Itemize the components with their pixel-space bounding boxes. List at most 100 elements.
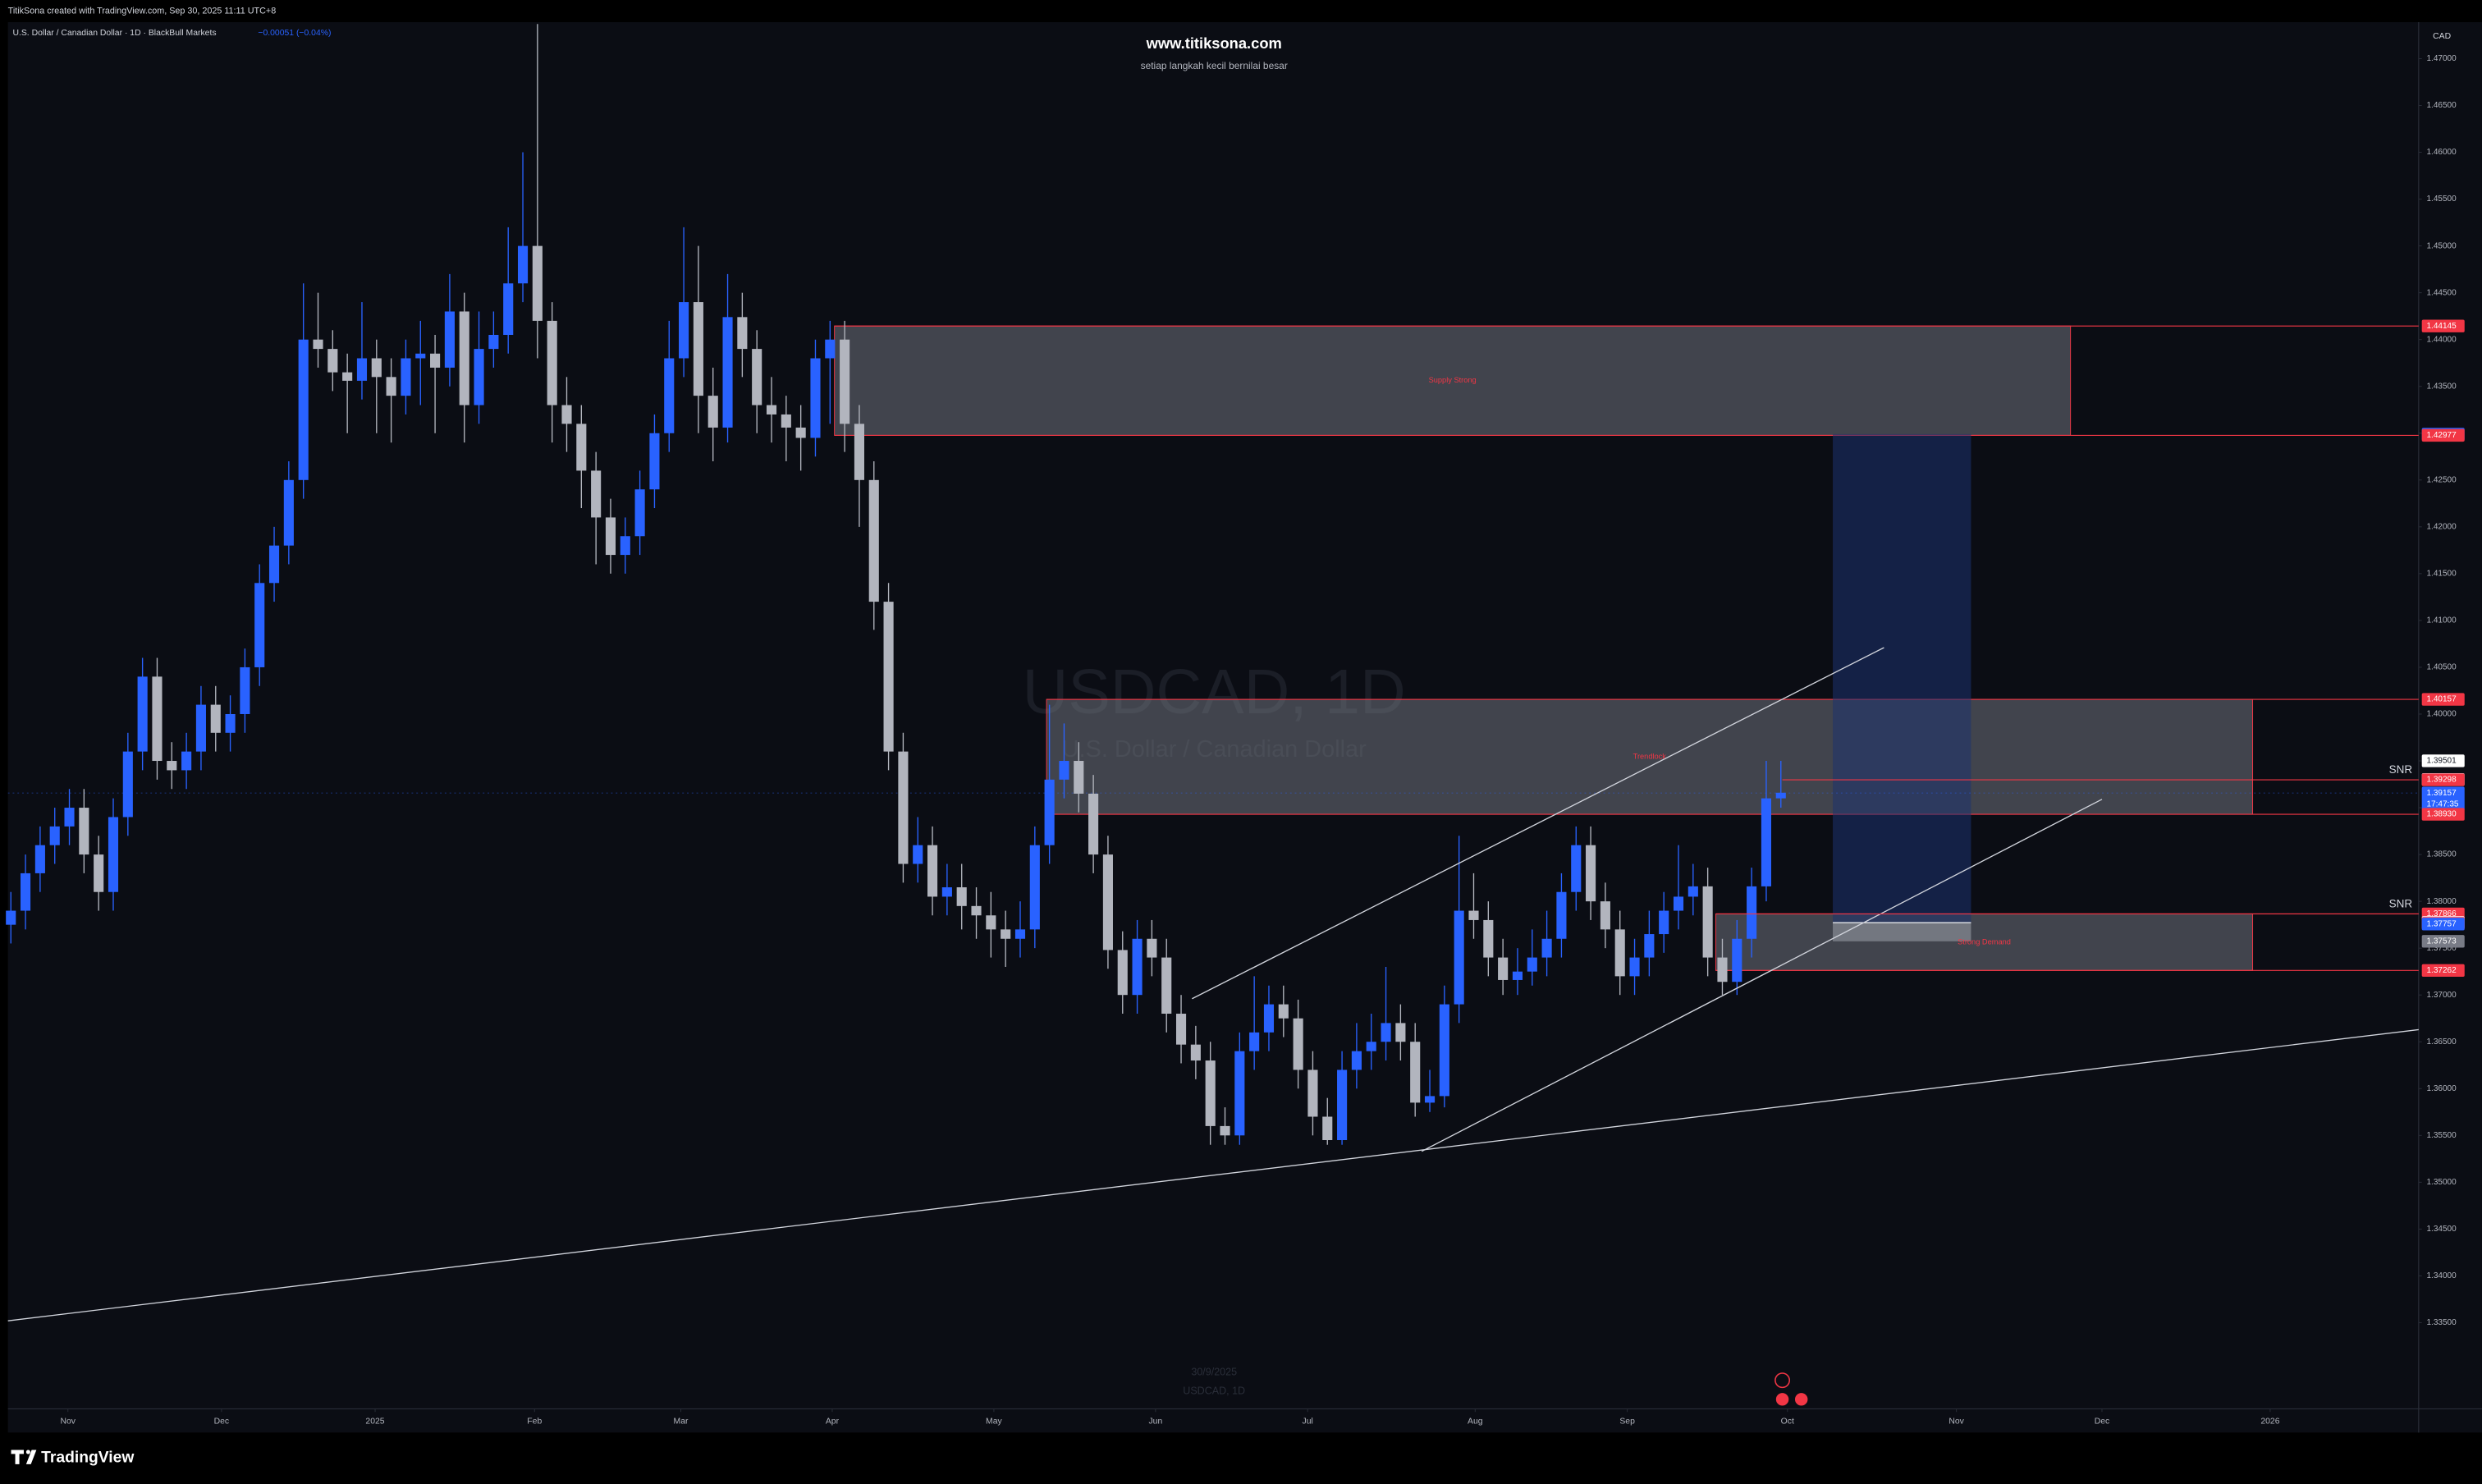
x-tick-label: Jul [1303, 1418, 1313, 1427]
price-tag-label: 1.44145 [2426, 322, 2457, 331]
candle-body [1322, 1116, 1333, 1141]
x-tick-label: Aug [1468, 1418, 1483, 1427]
candle-body [898, 751, 909, 864]
candle-body [1410, 1042, 1421, 1103]
y-tick-label: 1.35500 [2426, 1131, 2457, 1140]
candle-body [401, 358, 411, 396]
y-tick-label: 1.42000 [2426, 522, 2457, 531]
x-tick-label: Mar [674, 1418, 689, 1427]
candle-body [620, 536, 630, 556]
candle-body [1468, 910, 1479, 920]
candle-body [1600, 901, 1610, 930]
candle-body [1775, 792, 1786, 799]
y-tick-label: 1.41000 [2426, 616, 2457, 625]
candle-body [1249, 1032, 1260, 1051]
candle-body [1527, 957, 1537, 972]
price-tag [2421, 693, 2465, 706]
y-tick-label: 1.37000 [2426, 991, 2457, 1000]
logo-icon [25, 1450, 30, 1454]
candle-body [167, 761, 177, 771]
candle-body [49, 826, 60, 845]
candle-body [913, 845, 923, 864]
candle-body [1659, 910, 1669, 935]
price-tag-label: 1.40157 [2426, 695, 2457, 704]
price-tag-label: 1.42977 [2426, 431, 2457, 440]
logo[interactable]: TradingView [11, 1449, 135, 1466]
candle-body [1351, 1051, 1362, 1070]
candle-body [708, 396, 718, 428]
candle-body [459, 311, 469, 405]
candle-body [664, 358, 675, 433]
candle-body [1687, 886, 1698, 897]
candle-body [547, 320, 557, 405]
candle-body [1629, 957, 1640, 977]
candle-body [956, 887, 967, 906]
candle-body [1293, 1018, 1303, 1070]
price-tag [2421, 786, 2465, 811]
candle-body [810, 358, 821, 438]
candle-body [1571, 845, 1582, 892]
candle-body [693, 302, 703, 396]
candle-body [503, 283, 514, 335]
candle-body [444, 311, 455, 368]
candle-body [1175, 1014, 1187, 1045]
y-tick-label: 1.46000 [2426, 148, 2457, 157]
price-tag-label: 1.37262 [2426, 966, 2457, 975]
price-tag-label: 1.38930 [2426, 810, 2457, 819]
candle-body [20, 873, 31, 911]
candle-body [1717, 957, 1728, 982]
candle-body [1702, 886, 1713, 958]
zone [1715, 913, 2254, 971]
candles [6, 24, 1786, 1145]
candle-body [371, 358, 382, 378]
y-tick-label: 1.33500 [2426, 1318, 2457, 1327]
candle-body [1220, 1125, 1230, 1136]
candle-body [79, 808, 89, 855]
candle-body [971, 905, 982, 916]
candle-body [1541, 938, 1552, 958]
candle-body [181, 751, 192, 771]
y-tick-label: 1.47000 [2426, 54, 2457, 63]
candle-body [108, 817, 119, 892]
candle-body [591, 470, 602, 518]
x-tick-label: Sep [1619, 1418, 1635, 1427]
candle-body [64, 808, 75, 827]
candle-body [1263, 1004, 1275, 1033]
candle-body [1102, 854, 1113, 950]
y-tick-label: 1.44500 [2426, 288, 2457, 297]
tagline: setiap langkah kecil bernilai besar [1141, 60, 1288, 71]
trendline [7, 1028, 2419, 1321]
candle-body [1512, 971, 1523, 980]
price-tag-label: 1.37573 [2426, 937, 2457, 946]
price-tag-label: 1.37866 [2426, 909, 2457, 918]
candle-body [883, 602, 894, 752]
candle-body [840, 339, 850, 424]
candle-body [1278, 1004, 1289, 1019]
change: −0.00051 (−0.04%) [258, 29, 331, 38]
drawings-under: USDCAD, 1DU.S. Dollar / Canadian Dollar [7, 325, 2419, 971]
y-tick-label: 1.42500 [2426, 475, 2457, 484]
x-tick-label: 2026 [2260, 1418, 2279, 1427]
price-tag [2421, 754, 2465, 767]
candle-body [1761, 798, 1772, 886]
candle-body [1439, 1004, 1449, 1097]
y-tick-label: 1.40500 [2426, 663, 2457, 672]
x-tick-label: Jun [1148, 1418, 1162, 1427]
price-tag-countdown: 17:47:35 [2426, 799, 2458, 808]
x-tick-label: Feb [527, 1418, 542, 1427]
currency: CAD [2433, 32, 2451, 41]
candle-body [1483, 919, 1494, 958]
candle-body [210, 704, 221, 733]
price-tag [2421, 964, 2465, 978]
y-tick-label: 1.46500 [2426, 101, 2457, 110]
x-tick-label: May [986, 1418, 1002, 1427]
candle-body [1014, 929, 1026, 939]
y-tick-label: 1.36500 [2426, 1037, 2457, 1047]
candle-body [268, 545, 280, 584]
y-tick-label: 1.38500 [2426, 850, 2457, 859]
logo-text: TradingView [41, 1449, 135, 1466]
candle-body [415, 353, 426, 359]
candle-body [605, 517, 616, 556]
